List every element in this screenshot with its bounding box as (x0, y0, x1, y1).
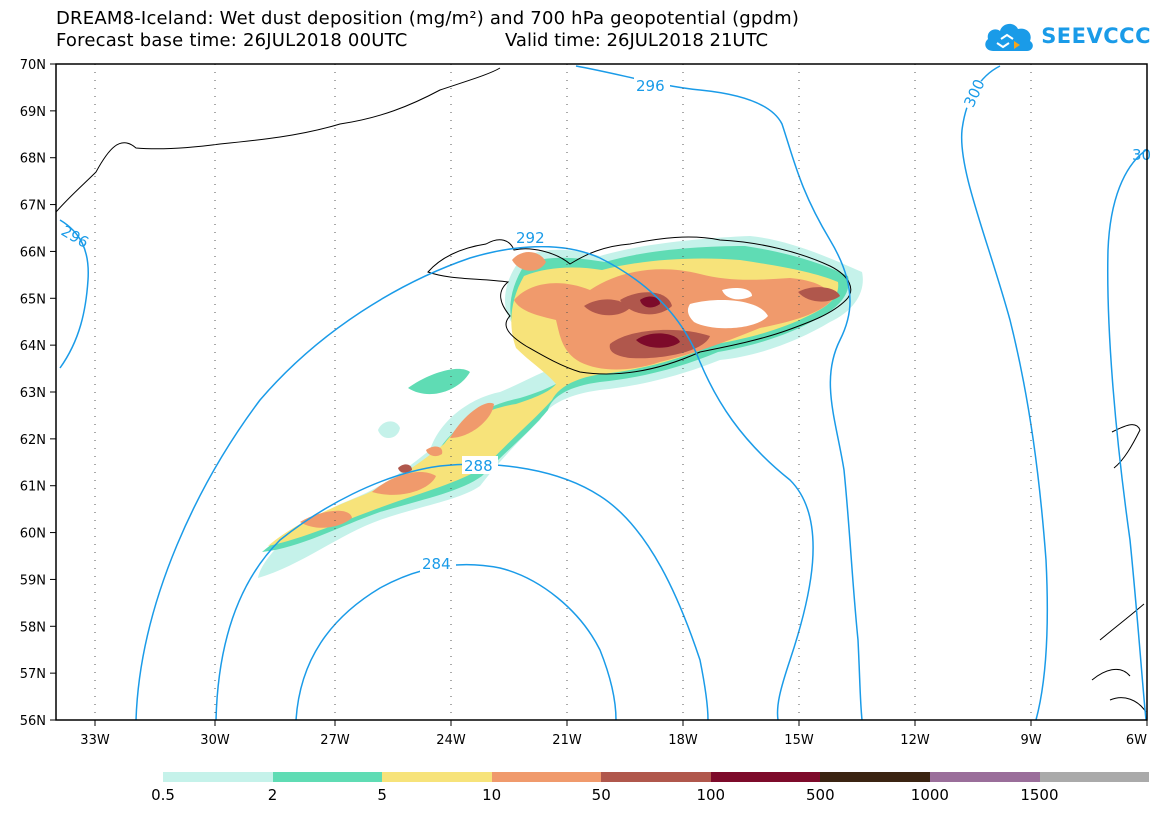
seevccc-logo: SEEVCCC (981, 16, 1151, 56)
lon-gridlines (94, 64, 1032, 720)
contour-label-30-edge: 30 (1132, 146, 1151, 164)
legend-label: 10 (482, 786, 502, 804)
lon-label: 15W (784, 733, 814, 748)
legend-color-swatch (929, 772, 1040, 782)
lon-label: 18W (668, 733, 698, 748)
cloud-logo-icon (985, 23, 1034, 51)
contour-label-296-top: 296 (636, 77, 665, 95)
lat-label: 62N (20, 433, 46, 448)
legend-label: 5 (377, 786, 387, 804)
lat-label: 66N (20, 245, 46, 260)
longitude-axis: 33W 30W 27W 24W 21W 18W 15W 12W 9W 6W (80, 720, 1148, 748)
lon-label: 24W (436, 733, 466, 748)
lat-label: 57N (20, 667, 46, 682)
logo-text: SEEVCCC (1041, 24, 1151, 48)
legend-color-swatch (601, 772, 711, 782)
contour-labels: 296 300 30 296 292 288 284 (58, 72, 1151, 573)
contour-label-296-left: 296 (58, 222, 92, 252)
legend-label: 2 (267, 786, 278, 804)
contour-label-288: 288 (464, 457, 493, 475)
lat-label: 64N (20, 339, 46, 354)
contour-label-292: 292 (516, 229, 545, 247)
legend-label: 1000 (910, 786, 949, 804)
lat-label: 63N (20, 386, 46, 401)
lat-label: 61N (20, 480, 46, 495)
lon-label: 9W (1020, 733, 1041, 748)
legend-label: 50 (591, 786, 611, 804)
coastlines (56, 67, 1147, 713)
legend-color-swatch (272, 772, 383, 782)
legend-label: 500 (806, 786, 835, 804)
legend-label: 0.5 (151, 786, 175, 804)
lon-label: 12W (900, 733, 930, 748)
legend-color-swatch (1039, 772, 1150, 782)
legend-label: 100 (696, 786, 726, 804)
latitude-axis: 70N 69N 68N 67N 66N 65N 64N 63N 62N 61N 60N 59N 58N 5… (20, 58, 56, 729)
lon-label: 21W (552, 733, 582, 748)
legend-color-swatch (710, 772, 821, 782)
lon-label: 30W (200, 733, 230, 748)
lat-label: 65N (20, 292, 46, 307)
legend-color-swatch (163, 772, 273, 782)
dust-deposition-field (258, 236, 863, 578)
lat-label: 69N (20, 105, 46, 120)
map-frame (55, 63, 1148, 721)
legend-color-swatch (491, 772, 602, 782)
legend-color-swatch (820, 772, 930, 782)
lat-label: 70N (20, 58, 46, 73)
lat-label: 60N (20, 527, 46, 542)
lat-label: 58N (20, 620, 46, 635)
lon-label: 27W (320, 733, 350, 748)
lat-label: 56N (20, 714, 46, 729)
lon-label: 33W (80, 733, 110, 748)
lat-label: 68N (20, 152, 46, 167)
legend-color-swatch (382, 772, 492, 782)
lat-label: 59N (20, 573, 46, 588)
map-title: DREAM8-Iceland: Wet dust deposition (mg/… (56, 8, 800, 29)
legend-colorbar (163, 772, 1150, 782)
valid-time: Valid time: 26JUL2018 21UTC (505, 30, 769, 51)
lon-label: 6W (1126, 733, 1147, 748)
legend-label: 1500 (1020, 786, 1059, 804)
geopotential-contours (59, 65, 1147, 720)
lat-label: 67N (20, 199, 46, 214)
forecast-base-time: Forecast base time: 26JUL2018 00UTC (56, 30, 408, 51)
contour-label-284: 284 (422, 555, 451, 573)
